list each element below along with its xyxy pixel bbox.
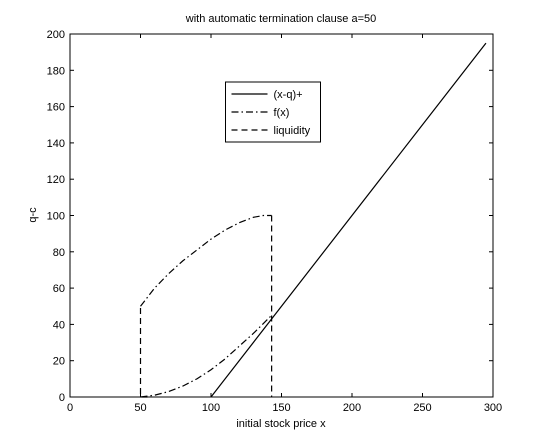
legend-label: liquidity (274, 125, 311, 137)
legend-label: f(x) (274, 107, 290, 119)
x-tick-label: 250 (413, 402, 431, 414)
y-tick-label: 180 (47, 65, 65, 77)
x-tick-label: 150 (272, 402, 290, 414)
y-axis-label: q-c (27, 207, 39, 223)
series-line (139, 215, 273, 398)
y-tick-label: 200 (47, 29, 65, 41)
chart-title: with automatic termination clause a=50 (185, 13, 376, 25)
y-tick-label: 20 (53, 356, 65, 368)
y-tick-label: 160 (47, 102, 65, 114)
x-tick-label: 300 (484, 402, 502, 414)
y-tick-label: 80 (53, 247, 65, 259)
x-tick-label: 200 (343, 402, 361, 414)
series-line (140, 214, 273, 398)
x-tick-label: 100 (202, 402, 220, 414)
y-tick-label: 100 (47, 211, 65, 223)
legend-label: (x-q)+ (274, 89, 303, 101)
y-tick-label: 40 (53, 319, 65, 331)
x-axis-label: initial stock price x (236, 418, 326, 430)
y-tick-label: 60 (53, 283, 65, 295)
y-tick-label: 0 (59, 392, 65, 404)
y-tick-label: 120 (47, 174, 65, 186)
x-tick-label: 50 (134, 402, 146, 414)
series-line (210, 42, 487, 398)
legend-box (225, 81, 321, 143)
y-tick-label: 140 (47, 138, 65, 150)
x-tick-label: 0 (67, 402, 73, 414)
